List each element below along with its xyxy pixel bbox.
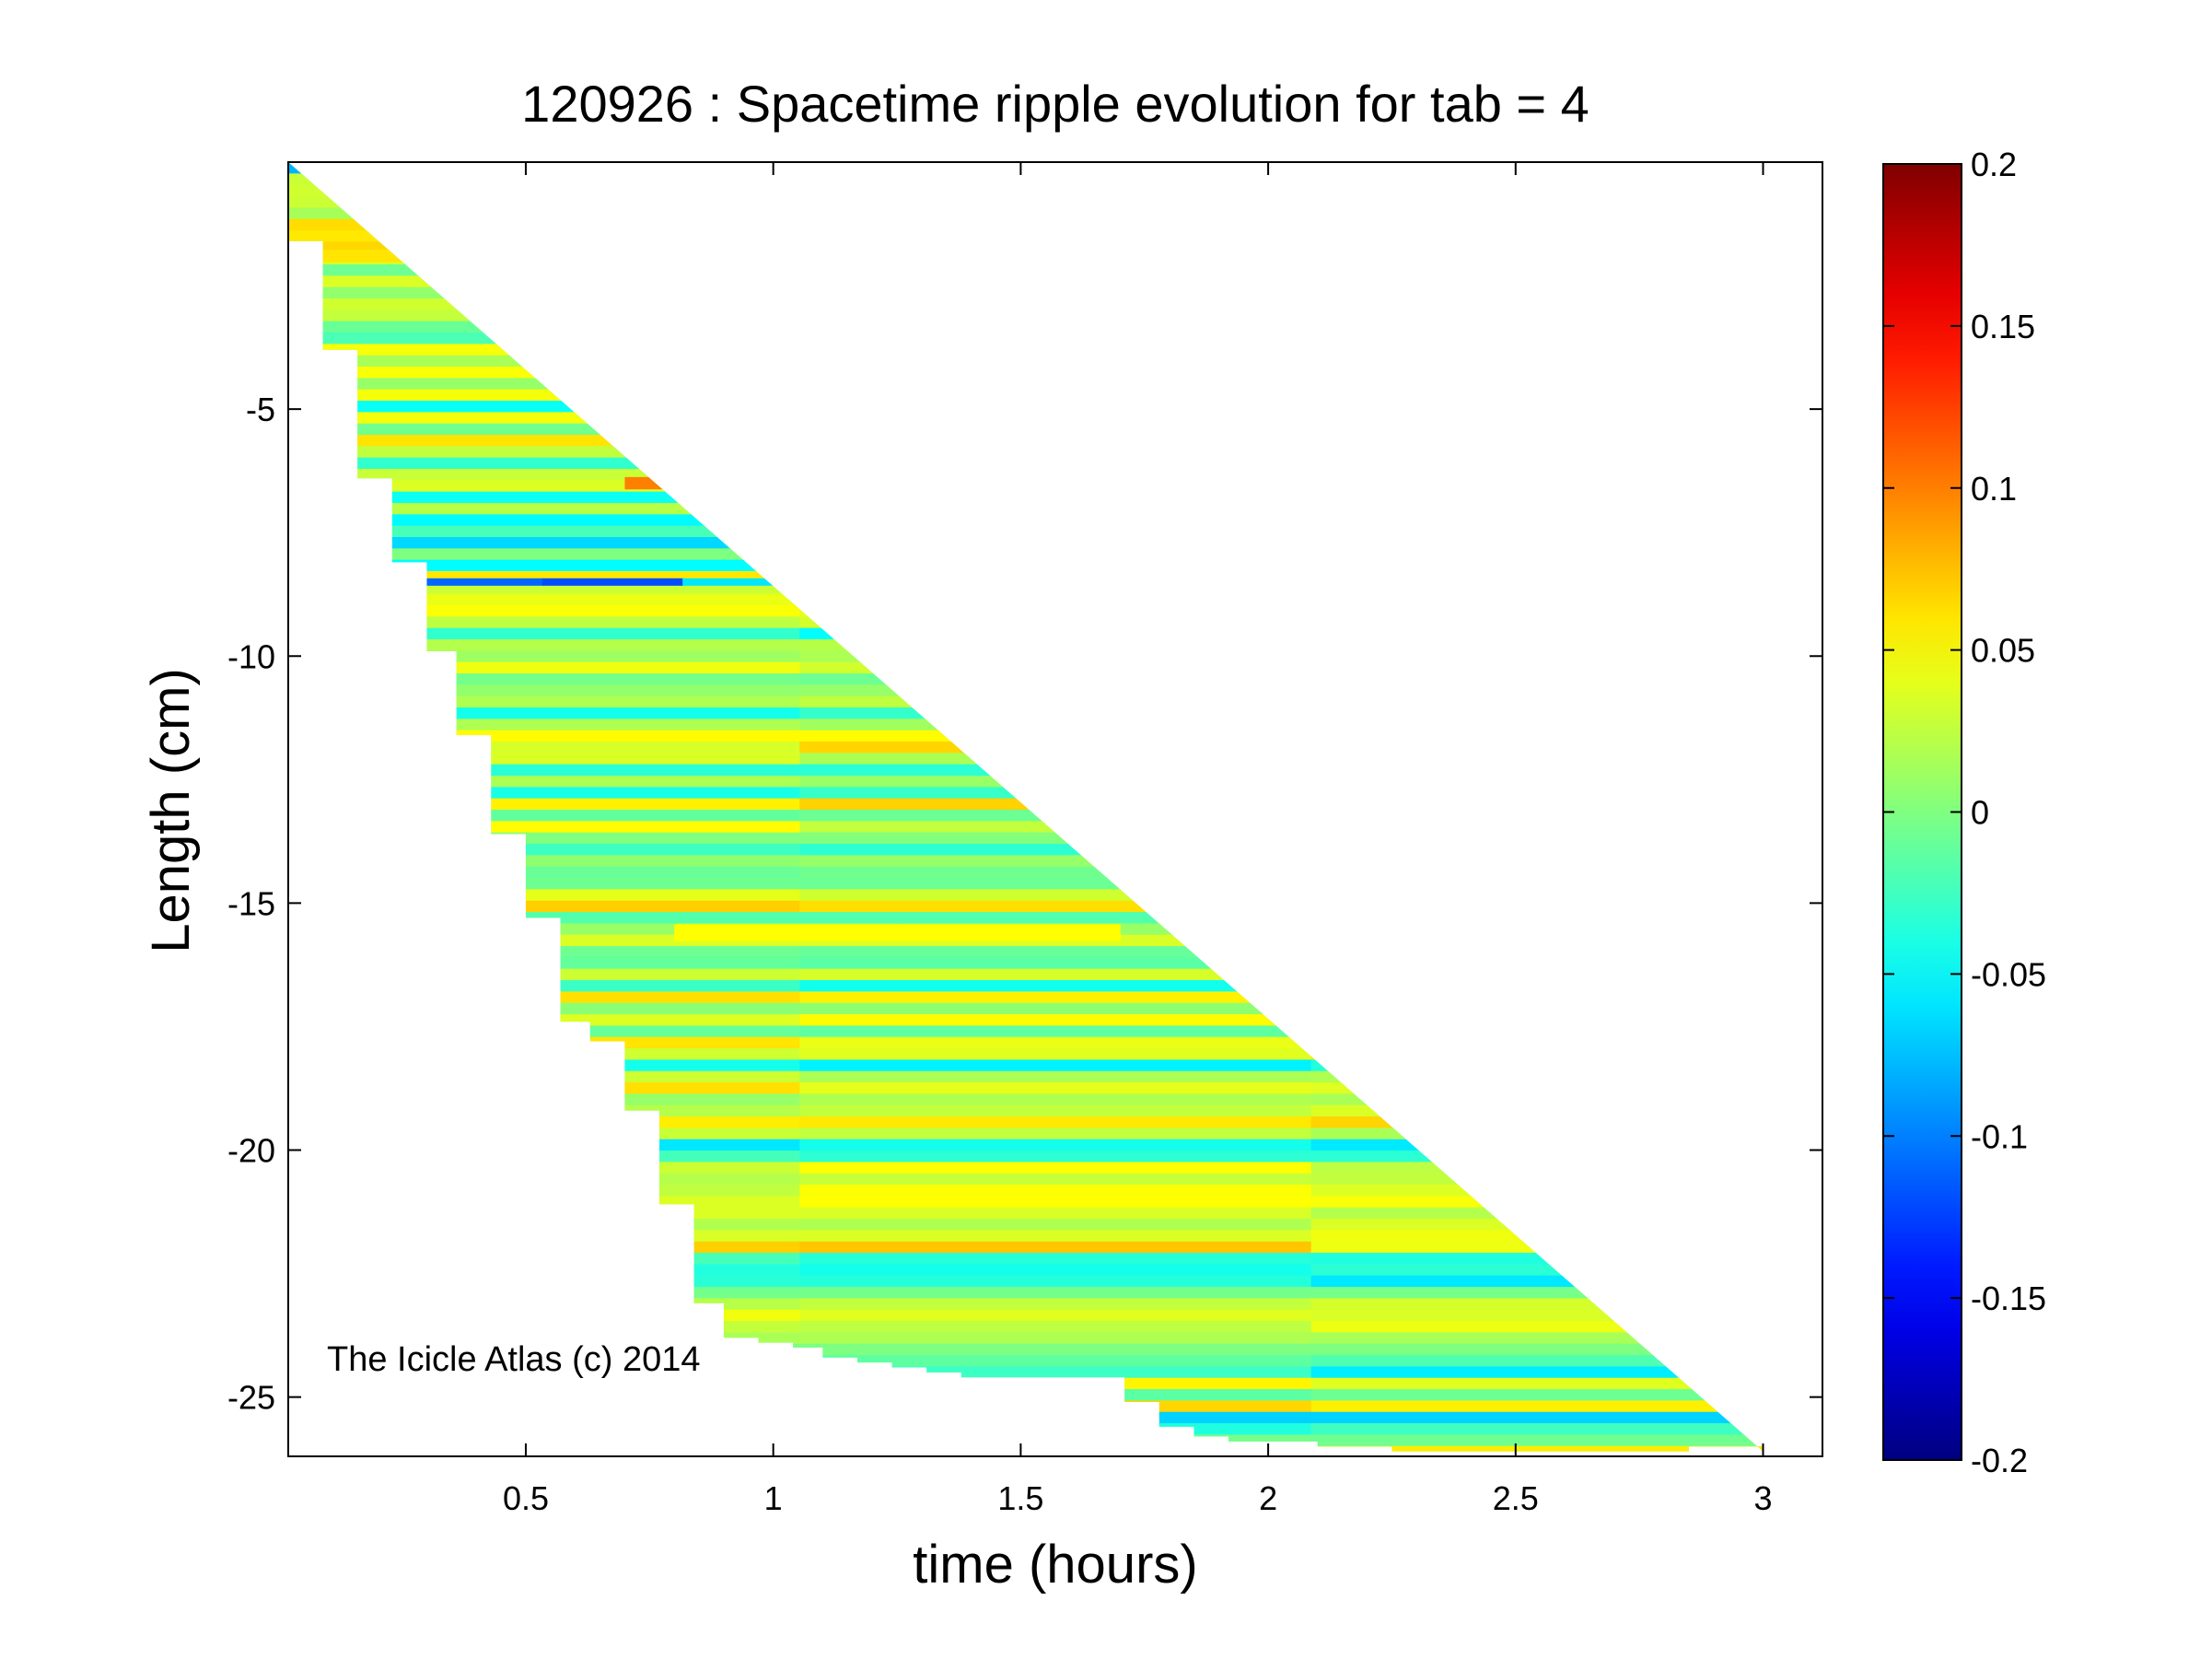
ripple-band [1310, 1445, 1764, 1452]
ripple-band [288, 503, 801, 516]
x-tick-label: 2.5 [1493, 1479, 1539, 1517]
ripple-band [799, 1014, 1312, 1027]
ripple-band [1310, 1400, 1764, 1414]
ripple-band [799, 968, 1312, 982]
ripple-band [799, 991, 1312, 1005]
y-tick-label: -10 [227, 637, 275, 675]
colorbar-gradient [1883, 164, 1962, 1460]
ripple-band [799, 1264, 1312, 1278]
y-tick-label: -15 [227, 884, 275, 922]
ripple-band [799, 1287, 1312, 1300]
ripple-band [1310, 1389, 1764, 1402]
x-tick-label: 1 [764, 1479, 783, 1517]
ripple-band [799, 1332, 1312, 1346]
ripple-band [799, 1309, 1312, 1323]
ripple-band [1310, 1411, 1764, 1425]
ripple-band [799, 1025, 1312, 1039]
ripple-feature [682, 578, 824, 586]
colorbar-tick-label: -0.2 [1971, 1442, 2028, 1479]
ripple-band [799, 957, 1312, 971]
ripple-band [1310, 1366, 1764, 1380]
colorbar-tick-label: 0.1 [1971, 470, 2017, 508]
x-tick-label: 0.5 [503, 1479, 549, 1517]
ripple-band [799, 1355, 1312, 1368]
ripple-band [799, 1127, 1312, 1141]
y-tick-label: -25 [227, 1379, 275, 1417]
y-axis-label: Length (cm) [141, 668, 201, 952]
ripple-band [288, 514, 801, 528]
ripple-band [799, 1321, 1312, 1334]
ripple-band [288, 525, 801, 539]
ripple-band [799, 1151, 1312, 1163]
y-tick-label: -20 [227, 1132, 275, 1170]
ripple-band [288, 548, 801, 562]
watermark-text: The Icicle Atlas (c) 2014 [327, 1340, 701, 1379]
ripple-band [799, 1219, 1312, 1232]
ripple-band [799, 1139, 1312, 1152]
ripple-feature [674, 924, 899, 941]
plot-area: 0.5 1 1.5 2 2.5 3 -5 -10 -15 -20 -25 [227, 161, 1823, 1517]
ripple-band [799, 1230, 1312, 1244]
ripple-feature [541, 578, 684, 586]
ripple-feature [897, 924, 1121, 941]
x-axis-label: time (hours) [913, 1535, 1197, 1595]
chart-title: 120926 : Spacetime ripple evolution for … [521, 75, 1589, 133]
colorbar: 0.2 0.15 0.1 0.05 0 -0.05 -0.1 -0.15 -0.2 [1882, 146, 2046, 1479]
ripple-band [799, 1196, 1312, 1209]
ripple-band [799, 1173, 1312, 1186]
ripple-band [799, 1207, 1312, 1221]
ripple-band [799, 1253, 1312, 1266]
colorbar-tick-label: 0.05 [1971, 632, 2035, 670]
colorbar-tick-label: -0.1 [1971, 1117, 2028, 1155]
y-tick-label: -5 [246, 391, 275, 428]
ripple-band [799, 1275, 1312, 1289]
ripple-band [799, 1104, 1312, 1118]
plot-frame [287, 161, 1823, 1457]
ripple-band [1310, 1434, 1764, 1448]
x-tick-label: 3 [1753, 1479, 1772, 1517]
colorbar-tick-label: -0.05 [1971, 955, 2046, 993]
ripple-band [799, 1241, 1312, 1255]
ripple-band [799, 980, 1312, 993]
ripple-band [799, 1093, 1312, 1107]
ripple-band [1310, 1377, 1764, 1391]
ripple-band [1310, 1355, 1764, 1368]
colorbar-tick-label: 0.2 [1971, 146, 2017, 183]
ripple-band [1310, 1423, 1764, 1436]
ripple-band [799, 1059, 1312, 1073]
colorbar-tick-label: 0.15 [1971, 308, 2035, 345]
x-axis-ticks: 0.5 1 1.5 2 2.5 3 [503, 162, 1773, 1517]
ripple-band [799, 1082, 1312, 1095]
colorbar-ticks: 0.2 0.15 0.1 0.05 0 -0.05 -0.1 -0.15 -0.2 [1883, 146, 2046, 1479]
ripple-band [799, 1185, 1312, 1198]
y-axis-ticks: -5 -10 -15 -20 -25 [227, 391, 1822, 1417]
ripple-band [799, 946, 1312, 959]
ripple-band [799, 1070, 1312, 1084]
ripple-band [288, 537, 801, 550]
ripple-band [799, 1298, 1312, 1312]
colorbar-tick-label: -0.15 [1971, 1279, 2046, 1317]
ripple-band [799, 1048, 1312, 1061]
ripple-feature [402, 578, 543, 586]
ripple-band [799, 1036, 1312, 1050]
ripple-band [799, 1002, 1312, 1016]
x-tick-label: 2 [1259, 1479, 1277, 1517]
ripple-band [799, 1343, 1312, 1357]
ripple-band [799, 1116, 1312, 1129]
ripple-band [799, 1162, 1312, 1175]
x-tick-label: 1.5 [997, 1479, 1043, 1517]
colorbar-tick-label: 0 [1971, 794, 1989, 832]
